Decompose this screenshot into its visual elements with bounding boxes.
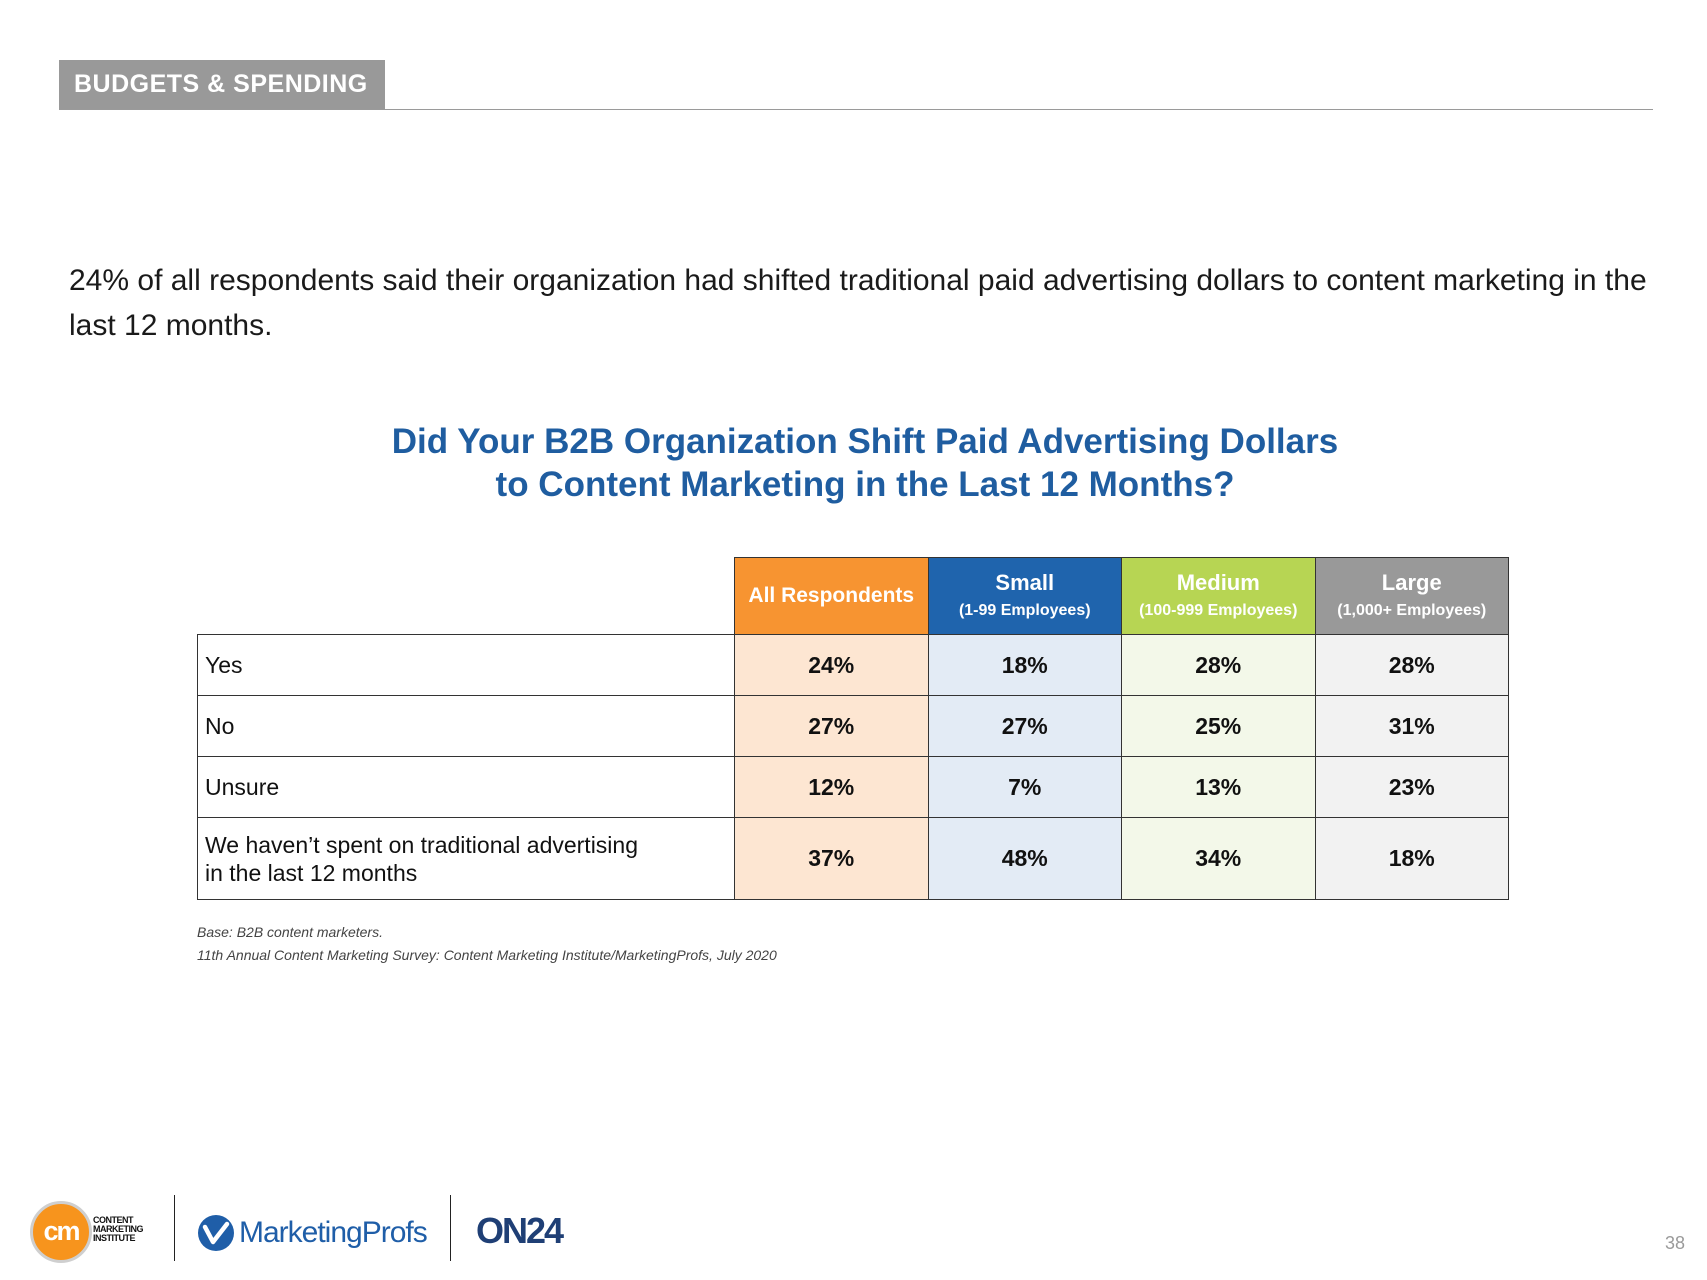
cell-all: 27% [734, 695, 929, 757]
table-row: We haven’t spent on traditional advertis… [197, 817, 1509, 900]
chart-title-line2: to Content Marketing in the Last 12 Mont… [495, 465, 1235, 504]
results-table: All Respondents Small (1-99 Employees) M… [197, 557, 1509, 900]
header-small-sub: (1-99 Employees) [958, 602, 1091, 619]
intro-text: 24% of all respondents said their organi… [69, 264, 1647, 342]
section-label: BUDGETS & SPENDING [59, 60, 385, 109]
row-label: We haven’t spent on traditional advertis… [197, 817, 735, 900]
cell-all: 12% [734, 756, 929, 818]
cmi-logo-mark: cm [30, 1201, 92, 1263]
cell-large: 23% [1314, 756, 1509, 818]
header-blank-cell [197, 557, 735, 635]
source-note: 11th Annual Content Marketing Survey: Co… [197, 947, 777, 963]
cell-all: 37% [734, 817, 929, 900]
header-small-label: Small [995, 570, 1055, 595]
cell-large: 28% [1314, 634, 1509, 696]
table-row: Yes 24% 18% 28% 28% [197, 634, 1509, 696]
header-all-respondents: All Respondents [734, 557, 929, 635]
row-label: Unsure [197, 756, 735, 818]
row-label: Yes [197, 634, 735, 696]
cell-large: 31% [1314, 695, 1509, 757]
header-large-label: Large [1381, 570, 1442, 595]
cell-small: 7% [927, 756, 1122, 818]
table-notes: Base: B2B content marketers. 11th Annual… [197, 921, 777, 967]
header-medium-label: Medium [1176, 570, 1260, 595]
header-small: Small (1-99 Employees) [927, 557, 1122, 635]
cmi-logo-text: CONTENT MARKETING INSTITUTE [93, 1215, 144, 1243]
table-header-row: All Respondents Small (1-99 Employees) M… [197, 557, 1509, 635]
header-all-label: All Respondents [748, 584, 915, 607]
content-marketing-institute-logo: cm CONTENT MARKETING INSTITUTE [30, 1201, 180, 1263]
table-row: Unsure 12% 7% 13% 23% [197, 756, 1509, 818]
cell-small: 27% [927, 695, 1122, 757]
marketingprofs-name: MarketingProfs [239, 1216, 428, 1249]
header-medium: Medium (100-999 Employees) [1121, 557, 1316, 635]
cell-medium: 34% [1121, 817, 1316, 900]
cell-all: 24% [734, 634, 929, 696]
base-note: Base: B2B content marketers. [197, 924, 383, 940]
cell-large: 18% [1314, 817, 1509, 900]
cell-small: 18% [927, 634, 1122, 696]
cell-medium: 28% [1121, 634, 1316, 696]
cell-medium: 25% [1121, 695, 1316, 757]
cell-small: 48% [927, 817, 1122, 900]
chart-title-line1: Did Your B2B Organization Shift Paid Adv… [391, 422, 1339, 461]
page-number: 38 [1664, 1233, 1685, 1253]
cell-medium: 13% [1121, 756, 1316, 818]
row-label: No [197, 695, 735, 757]
header-medium-sub: (100-999 Employees) [1139, 602, 1298, 619]
logo-divider [450, 1195, 451, 1261]
section-header: BUDGETS & SPENDING [59, 60, 1653, 110]
row-label-line2: in the last 12 months [205, 859, 418, 886]
on24-logo: ON24 [476, 1210, 564, 1251]
header-large-sub: (1,000+ Employees) [1337, 602, 1487, 619]
logo-divider [174, 1195, 175, 1261]
marketingprofs-icon [198, 1215, 234, 1251]
table-row: No 27% 27% 25% 31% [197, 695, 1509, 757]
chart-title: Did Your B2B Organization Shift Paid Adv… [300, 420, 1430, 506]
header-large: Large (1,000+ Employees) [1314, 557, 1509, 635]
row-label-line1: We haven’t spent on traditional advertis… [205, 831, 639, 858]
